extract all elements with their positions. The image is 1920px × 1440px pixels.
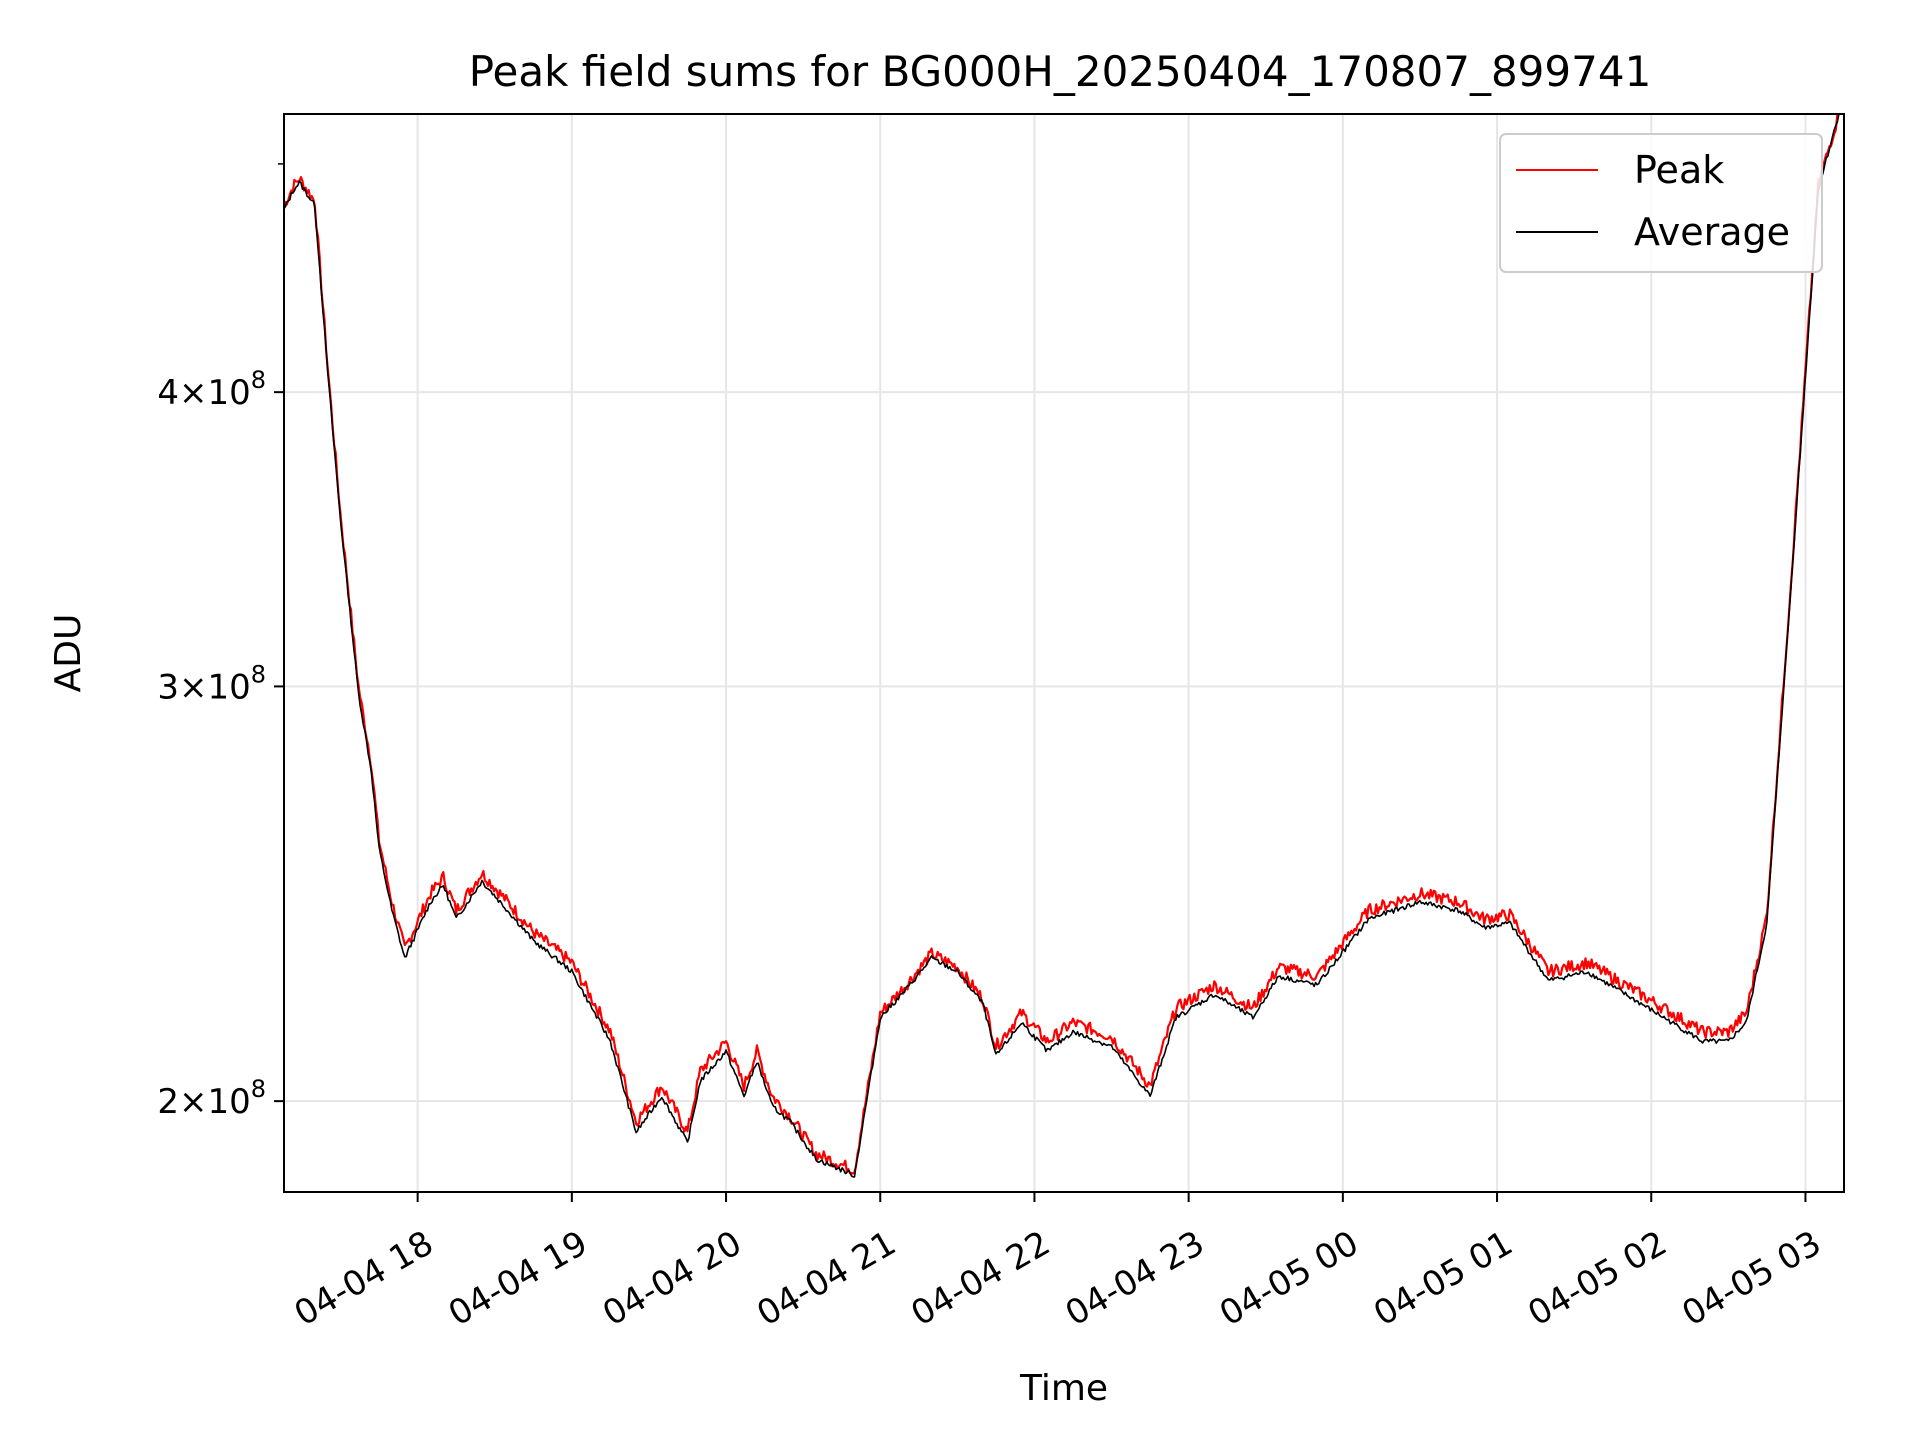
- y-tick-exponent: 8: [251, 366, 266, 394]
- legend-label-average: Average: [1634, 210, 1790, 254]
- plot-frame: [283, 113, 1845, 1193]
- series-line-average: [283, 113, 1840, 1178]
- x-axis-label: Time: [1019, 1368, 1108, 1409]
- y-tick-mantissa: 4: [157, 373, 179, 413]
- legend-box: [1499, 133, 1823, 273]
- y-tick-label: 3×108: [157, 660, 266, 707]
- y-tick-exponent: 8: [251, 660, 266, 688]
- y-tick-mantissa: 2: [157, 1082, 179, 1122]
- y-tick-label: 4×108: [157, 366, 266, 413]
- grid: [284, 114, 1844, 1192]
- chart-title: Peak field sums for BG000H_20250404_1708…: [469, 47, 1652, 96]
- y-tick-label: 2×108: [157, 1075, 266, 1122]
- series-line-peak: [282, 113, 1840, 1175]
- y-tick-exponent: 8: [251, 1075, 266, 1103]
- series-lines: [282, 113, 1840, 1178]
- y-tick-base: ×10: [179, 1082, 251, 1122]
- y-tick-base: ×10: [179, 667, 251, 707]
- legend-label-peak: Peak: [1634, 148, 1724, 192]
- y-tick-mantissa: 3: [157, 667, 179, 707]
- y-tick-base: ×10: [179, 373, 251, 413]
- y-axis-label: ADU: [48, 614, 89, 693]
- legend: Peak Average: [1499, 133, 1823, 273]
